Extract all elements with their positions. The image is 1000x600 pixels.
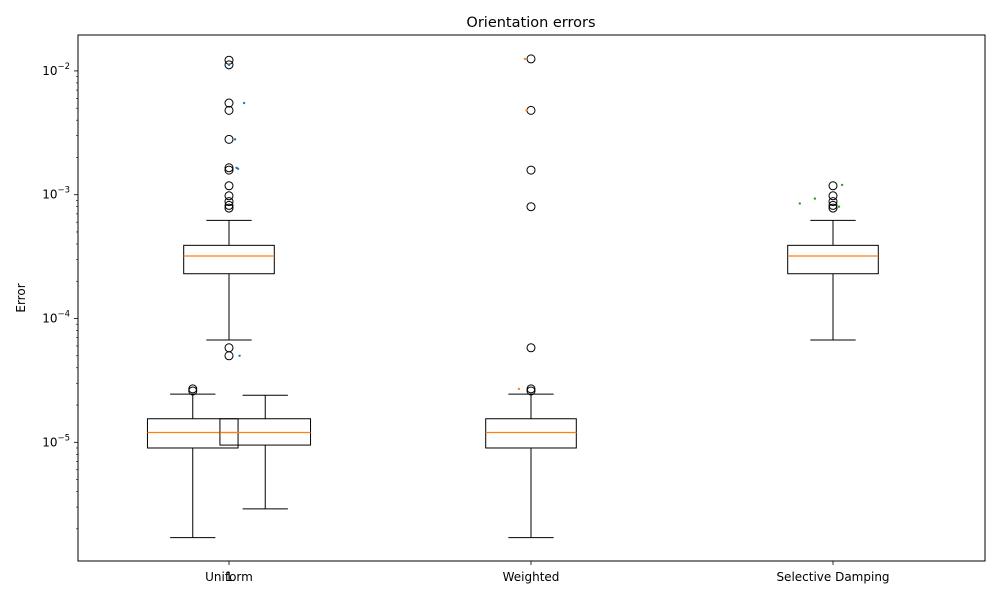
box-iqr <box>787 244 879 275</box>
box-outlier-point <box>224 60 234 70</box>
box-outlier-point <box>828 203 838 213</box>
box-outlier-point <box>828 181 838 191</box>
scatter-point <box>837 205 841 208</box>
box-outlier-point <box>526 54 536 64</box>
scatter-point <box>236 167 240 170</box>
box-iqr <box>146 418 239 449</box>
axes-frame <box>77 34 986 562</box>
box-outlier-point <box>526 202 536 212</box>
chart-title: Orientation errors <box>466 15 595 31</box>
scatter-point <box>233 138 237 141</box>
box-outlier-point <box>188 386 198 396</box>
x-tick-label-overlay: 1 <box>225 570 233 584</box>
scatter-point <box>517 387 521 391</box>
box-outlier-point <box>224 200 234 210</box>
box-outlier-point <box>526 386 536 396</box>
scatter-point <box>813 197 817 200</box>
y-tick-label: 10−2 <box>42 62 70 78</box>
scatter-point <box>523 57 527 61</box>
plot-area <box>146 54 879 539</box>
box-outlier-point <box>224 351 234 361</box>
x-tick-label: Weighted <box>503 570 560 584</box>
box-iqr <box>183 244 275 275</box>
x-tick-label: Selective Damping <box>776 570 889 584</box>
box-outlier-point <box>224 203 234 213</box>
box-outlier-point <box>224 165 234 175</box>
box-outlier-point <box>828 197 838 207</box>
y-tick-label: 10−3 <box>42 186 70 202</box>
y-axis-label: Error <box>14 283 28 312</box>
y-tick-label: 10−4 <box>42 310 70 326</box>
scatter-point <box>227 63 231 67</box>
box-outlier-point <box>224 197 234 207</box>
box-outlier-point <box>828 200 838 210</box>
x-tick-label: Uniform <box>205 570 253 584</box>
box-outlier-point <box>828 191 838 201</box>
scatter-point <box>238 354 241 357</box>
box-outlier-point <box>224 191 234 201</box>
scatter-point <box>525 109 528 112</box>
y-tick-label: 10−5 <box>42 433 70 449</box>
box-outlier-point <box>224 98 234 108</box>
box-outlier-point <box>224 181 234 191</box>
scatter-point <box>242 101 246 105</box>
box-outlier-point <box>526 343 536 353</box>
box-outlier-point <box>224 105 234 115</box>
box-outlier-point <box>224 134 234 144</box>
scatter-point <box>798 202 801 205</box>
box-outlier-point <box>526 165 536 175</box>
axes: 10−5 10−4 10−3 10−2 Uniform Weighted Selective… <box>42 34 986 584</box>
box-outlier-point <box>224 163 234 173</box>
scatter-point <box>840 183 844 187</box>
box-iqr <box>485 418 577 449</box>
